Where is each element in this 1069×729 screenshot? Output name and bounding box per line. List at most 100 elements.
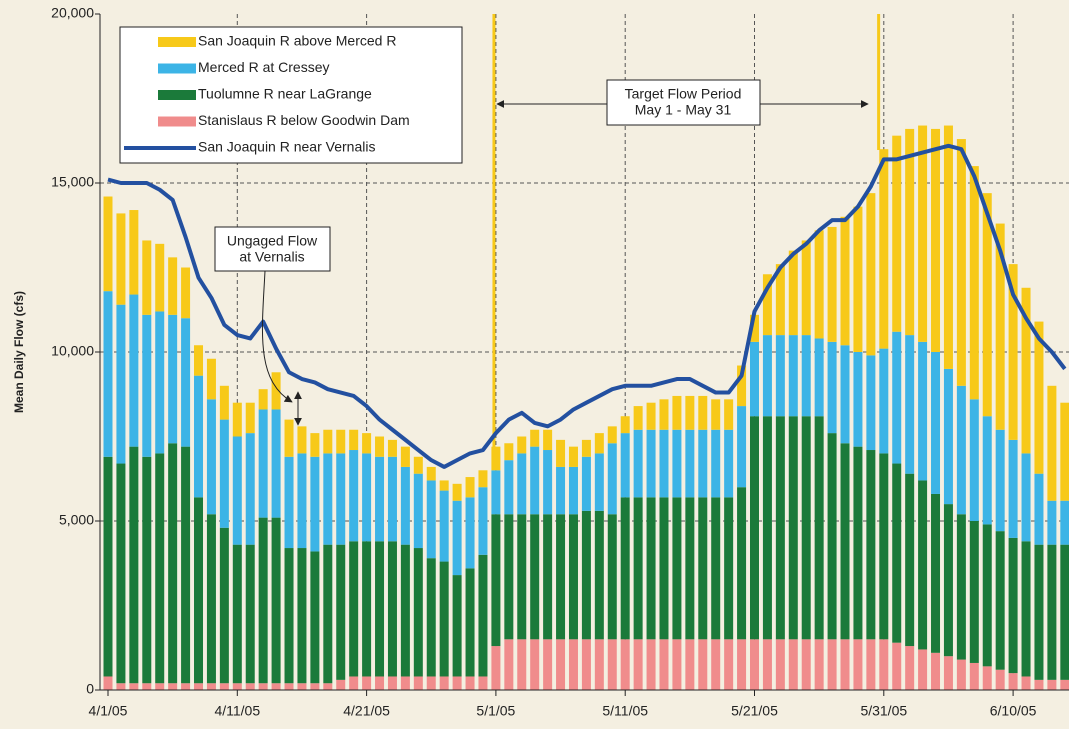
bar-segment bbox=[284, 419, 294, 457]
bar-segment bbox=[853, 446, 863, 640]
bar-segment bbox=[581, 439, 591, 457]
bar-segment bbox=[1060, 679, 1069, 690]
bar-segment bbox=[181, 683, 191, 690]
bar-segment bbox=[840, 443, 850, 640]
y-tick-label: 0 bbox=[86, 681, 94, 697]
bar-segment bbox=[349, 676, 359, 690]
legend-label: Stanislaus R below Goodwin Dam bbox=[198, 112, 410, 128]
bar-segment bbox=[349, 450, 359, 542]
bar-segment bbox=[349, 541, 359, 677]
bar-segment bbox=[349, 429, 359, 451]
bar-segment bbox=[400, 446, 410, 467]
bar-segment bbox=[168, 443, 178, 684]
bar-segment bbox=[271, 517, 281, 684]
bar-segment bbox=[413, 676, 423, 690]
bar-segment bbox=[788, 416, 798, 640]
bar-segment bbox=[504, 460, 514, 515]
bar-segment bbox=[672, 395, 682, 430]
bar-segment bbox=[297, 548, 307, 684]
bar-segment bbox=[737, 406, 747, 488]
bar-segment bbox=[142, 240, 152, 315]
bar-segment bbox=[1047, 500, 1057, 545]
bar-segment bbox=[452, 575, 462, 677]
bar-segment bbox=[1034, 544, 1044, 680]
bar-segment bbox=[142, 456, 152, 684]
bar-segment bbox=[103, 456, 113, 677]
bar-segment bbox=[155, 453, 165, 684]
bar-segment bbox=[336, 453, 346, 545]
bar-segment bbox=[400, 466, 410, 545]
bar-segment bbox=[439, 676, 449, 690]
annotation-arrow bbox=[261, 270, 293, 403]
bar-segment bbox=[271, 683, 281, 690]
bar-segment bbox=[633, 497, 643, 640]
bar-segment bbox=[931, 352, 941, 494]
bar-segment bbox=[762, 274, 772, 336]
bar-segment bbox=[413, 473, 423, 549]
bar-segment bbox=[310, 551, 320, 684]
bar-segment bbox=[1034, 473, 1044, 545]
bar-segment bbox=[206, 399, 216, 515]
bar-segment bbox=[543, 429, 553, 451]
bar-segment bbox=[517, 453, 527, 515]
legend-swatch bbox=[158, 63, 196, 74]
bar-segment bbox=[879, 348, 889, 454]
bar-segment bbox=[219, 527, 229, 684]
bar-segment bbox=[814, 639, 824, 690]
x-tick-label: 5/11/05 bbox=[602, 703, 648, 719]
bar-segment bbox=[310, 433, 320, 457]
bar-segment bbox=[219, 385, 229, 420]
bar-segment bbox=[478, 487, 488, 555]
bar-segment bbox=[1060, 402, 1069, 501]
bar-segment bbox=[1060, 500, 1069, 545]
bar-segment bbox=[284, 683, 294, 690]
bar-segment bbox=[284, 548, 294, 684]
x-tick-label: 5/1/05 bbox=[476, 703, 515, 719]
bar-segment bbox=[556, 439, 566, 467]
bar-segment bbox=[827, 639, 837, 690]
bar-segment bbox=[840, 345, 850, 444]
bar-segment bbox=[931, 652, 941, 690]
bar-segment bbox=[594, 510, 604, 640]
bar-segment bbox=[892, 331, 902, 464]
bar-segment bbox=[1047, 679, 1057, 690]
bar-segment bbox=[387, 439, 397, 457]
bar-segment bbox=[310, 683, 320, 690]
bar-segment bbox=[232, 402, 242, 437]
bar-segment bbox=[943, 656, 953, 690]
bar-segment bbox=[1008, 537, 1018, 674]
bar-segment bbox=[879, 453, 889, 640]
bar-segment bbox=[827, 341, 837, 434]
x-tick-label: 6/10/05 bbox=[990, 703, 1037, 719]
bar-segment bbox=[1021, 287, 1031, 454]
bar-segment bbox=[853, 639, 863, 690]
bar-segment bbox=[866, 639, 876, 690]
bar-segment bbox=[672, 639, 682, 690]
bar-segment bbox=[918, 649, 928, 690]
bar-segment bbox=[775, 416, 785, 640]
bar-segment bbox=[918, 480, 928, 650]
bar-segment bbox=[219, 419, 229, 528]
bar-segment bbox=[905, 128, 915, 336]
bar-segment bbox=[750, 314, 759, 342]
bar-segment bbox=[478, 676, 488, 690]
bar-segment bbox=[387, 541, 397, 677]
legend-swatch bbox=[158, 116, 196, 127]
bar-segment bbox=[814, 416, 824, 640]
bar-segment bbox=[685, 395, 695, 430]
bar-segment bbox=[969, 166, 979, 400]
bar-segment bbox=[633, 406, 643, 430]
bar-segment bbox=[452, 483, 462, 501]
bar-segment bbox=[116, 683, 126, 690]
bar-segment bbox=[840, 216, 850, 346]
bar-segment bbox=[788, 639, 798, 690]
bar-segment bbox=[323, 683, 333, 690]
bar-segment bbox=[491, 646, 501, 690]
bar-segment bbox=[323, 544, 333, 684]
bar-segment bbox=[969, 662, 979, 690]
bar-segment bbox=[284, 456, 294, 549]
bar-segment bbox=[155, 243, 165, 312]
bar-segment bbox=[362, 433, 372, 454]
